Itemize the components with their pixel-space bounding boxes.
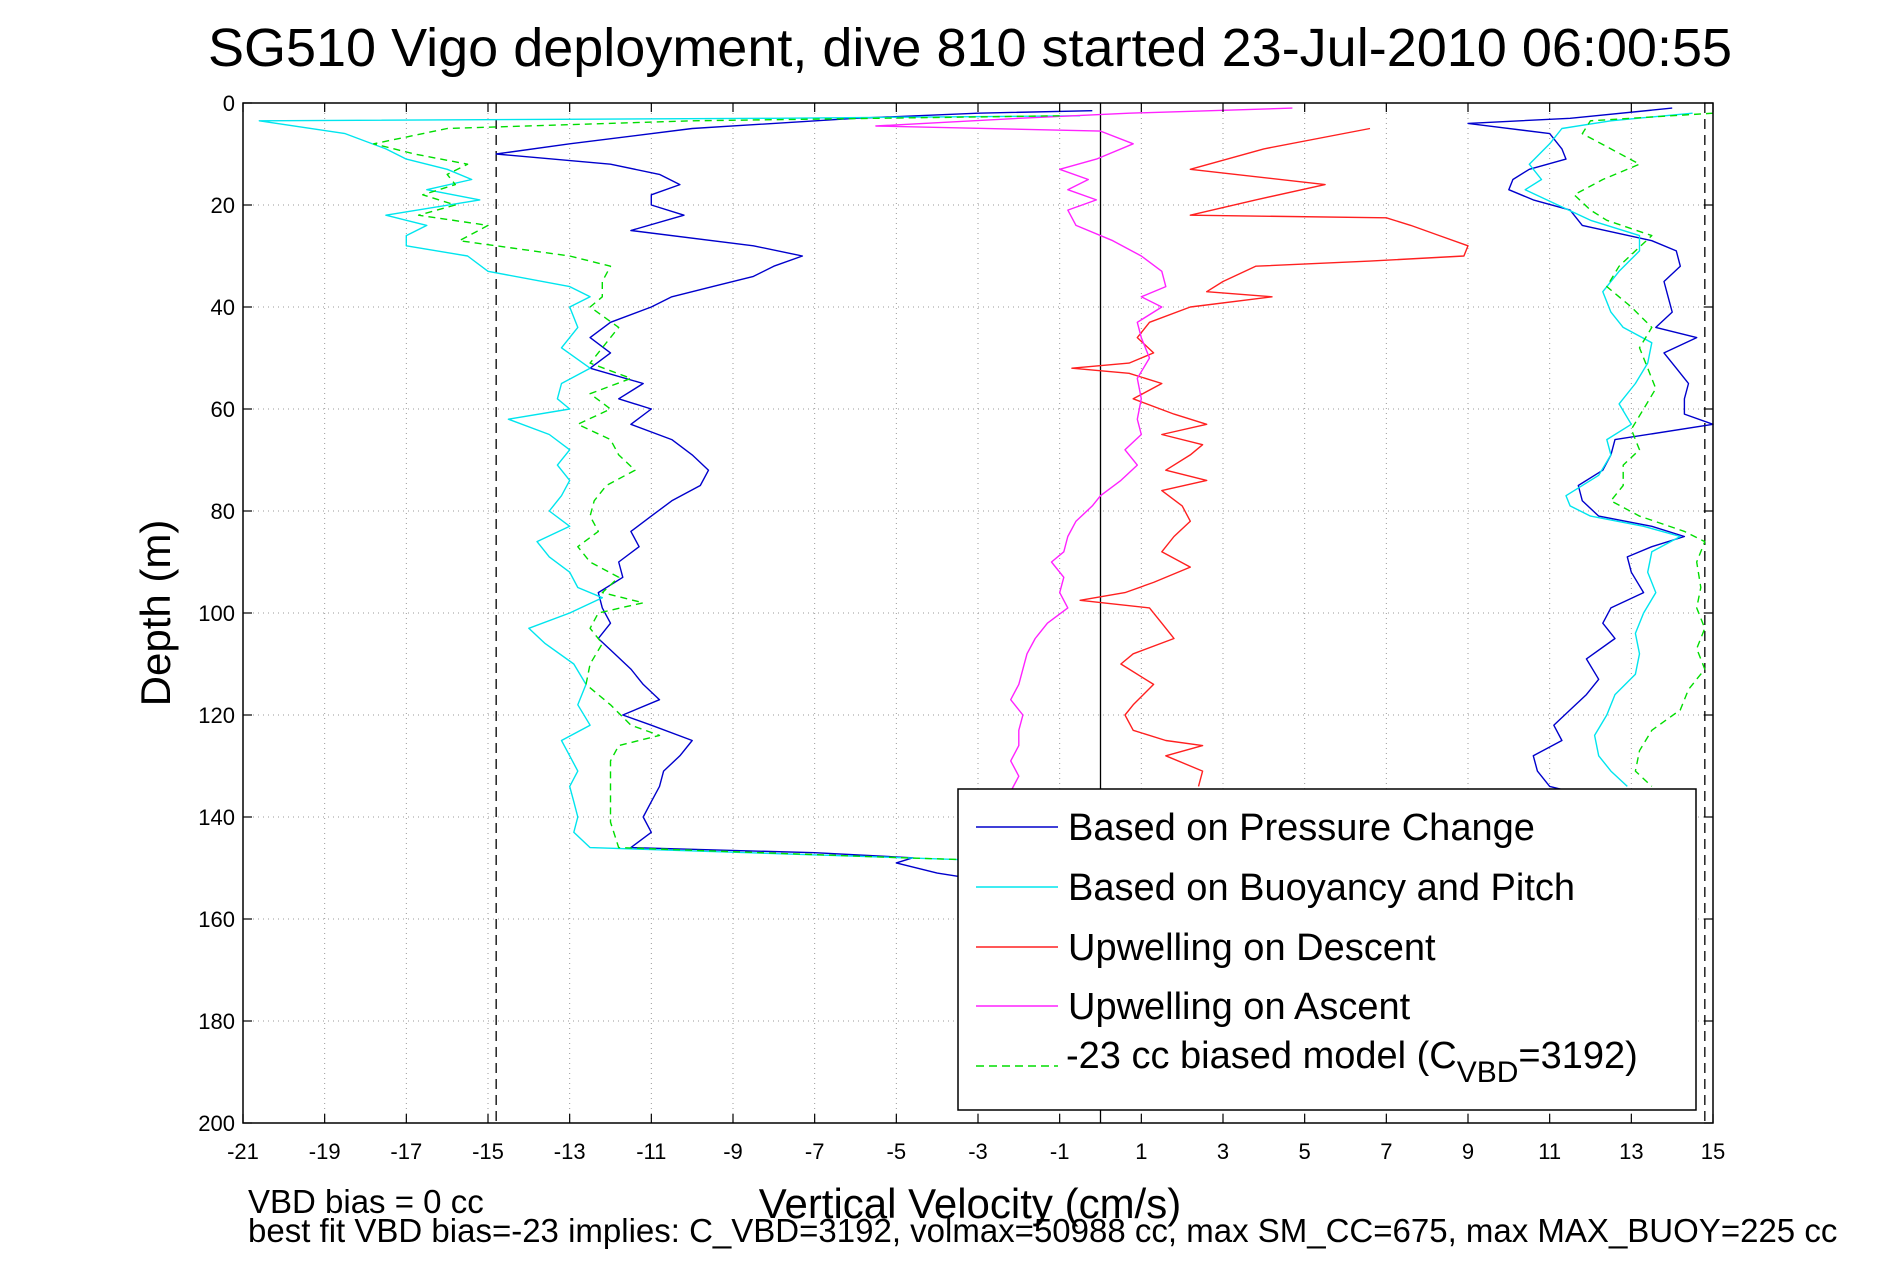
y-tick-label: 40 xyxy=(211,295,235,320)
legend-label-biased-tail: =3192) xyxy=(1518,1035,1637,1077)
y-axis-label: Depth (m) xyxy=(132,520,179,707)
x-tick-label: -9 xyxy=(723,1139,743,1164)
x-tick-label: -13 xyxy=(554,1139,586,1164)
x-tick-label: -17 xyxy=(390,1139,422,1164)
legend-box xyxy=(957,788,1697,1111)
series-line-4 xyxy=(373,115,1060,862)
series-line-7 xyxy=(1573,112,1714,787)
x-tick-label: 9 xyxy=(1462,1139,1474,1164)
series-line-6 xyxy=(1524,112,1693,787)
y-tick-label: 60 xyxy=(211,397,235,422)
x-tick-label: 11 xyxy=(1538,1139,1561,1164)
y-tick-label: 80 xyxy=(211,499,235,524)
x-tick-label: -19 xyxy=(309,1139,341,1164)
x-axis-label: Vertical Velocity (cm/s) xyxy=(759,1180,1181,1227)
x-tick-label: -3 xyxy=(968,1139,988,1164)
series-line-0 xyxy=(495,110,1093,884)
x-tick-label: 7 xyxy=(1380,1139,1392,1164)
x-tick-label: -11 xyxy=(636,1139,666,1164)
x-axis-ticks: -21 -19 -17 -15 -13 -11 -9 -7 -5 -3 -1 1 3 5 7 9 11 13 15 xyxy=(227,103,1725,1164)
legend-label-pressure: Based on Pressure Change xyxy=(1068,807,1535,849)
y-tick-label: 200 xyxy=(198,1111,235,1136)
x-tick-label: -1 xyxy=(1050,1139,1070,1164)
x-tick-label: 5 xyxy=(1299,1139,1311,1164)
x-tick-label: -7 xyxy=(805,1139,825,1164)
y-tick-label: 180 xyxy=(198,1009,235,1034)
series-line-2 xyxy=(1071,127,1469,787)
legend: Based on Pressure Change Based on Buoyan… xyxy=(957,788,1697,1111)
legend-label-biased-sub: VBD xyxy=(1457,1056,1519,1089)
y-tick-label: 100 xyxy=(198,601,235,626)
y-tick-label: 0 xyxy=(223,91,235,116)
legend-label-biased-model: -23 cc biased model (CVBD=3192) xyxy=(1066,1035,1638,1089)
footer-vbd-bias: VBD bias = 0 cc xyxy=(248,1183,484,1220)
x-tick-label: -21 xyxy=(227,1139,259,1164)
legend-label-ascent: Upwelling on Ascent xyxy=(1068,986,1411,1028)
x-tick-label: 3 xyxy=(1217,1139,1229,1164)
x-tick-label: 13 xyxy=(1619,1139,1643,1164)
series-line-3 xyxy=(875,107,1293,792)
y-tick-label: 140 xyxy=(198,805,235,830)
y-tick-label: 20 xyxy=(211,193,235,218)
legend-label-biased-main: -23 cc biased model (C xyxy=(1066,1035,1457,1077)
series-line-1 xyxy=(258,115,1081,862)
legend-label-descent: Upwelling on Descent xyxy=(1068,927,1436,969)
legend-label-buoyancy: Based on Buoyancy and Pitch xyxy=(1068,867,1575,909)
y-tick-label: 160 xyxy=(198,907,235,932)
y-axis-ticks: 0 20 40 60 80 100 120 140 160 180 200 xyxy=(198,91,1713,1136)
x-tick-label: -5 xyxy=(887,1139,907,1164)
footer-best-fit: best fit VBD bias=-23 implies: C_VBD=319… xyxy=(248,1212,1837,1249)
chart-title: SG510 Vigo deployment, dive 810 started … xyxy=(208,18,1732,78)
x-tick-label: 15 xyxy=(1701,1139,1725,1164)
x-tick-label: -15 xyxy=(472,1139,504,1164)
y-tick-label: 120 xyxy=(198,703,235,728)
x-tick-label: 1 xyxy=(1135,1139,1147,1164)
